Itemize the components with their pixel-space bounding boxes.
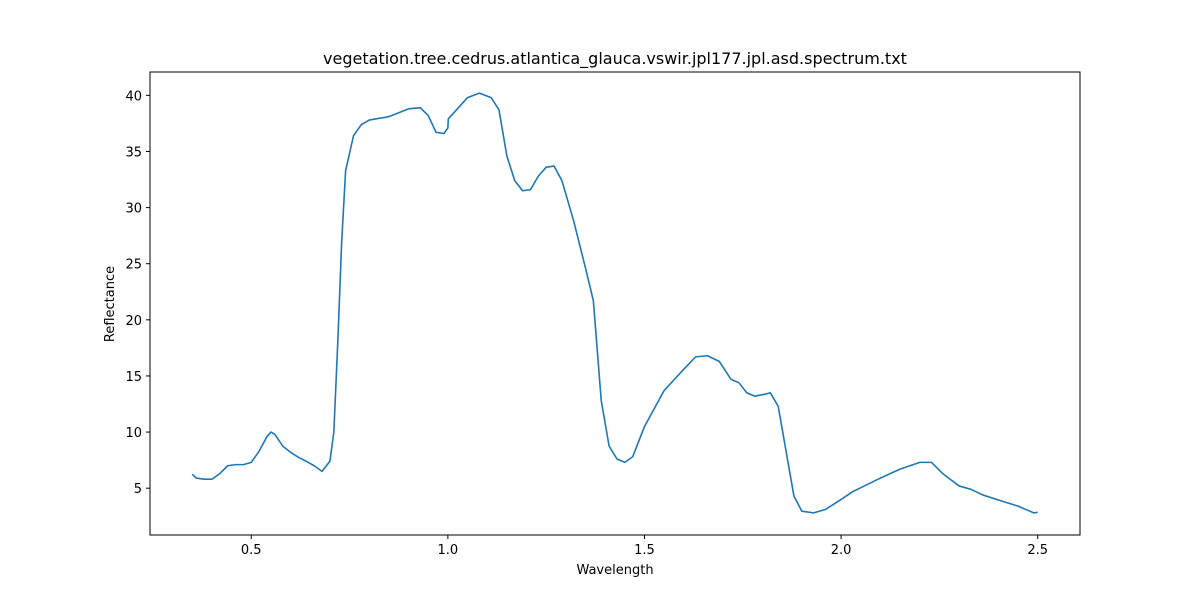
x-tick-label: 0.5 xyxy=(241,543,262,558)
y-axis-label: Reflectance xyxy=(103,266,118,342)
y-tick-label: 35 xyxy=(125,145,142,160)
y-tick-label: 10 xyxy=(125,426,142,441)
x-tick-label: 1.5 xyxy=(634,543,655,558)
chart-title: vegetation.tree.cedrus.atlantica_glauca.… xyxy=(323,49,907,69)
x-tick-label: 2.0 xyxy=(831,543,852,558)
x-axis-label: Wavelength xyxy=(576,563,653,578)
y-tick-label: 40 xyxy=(125,89,142,104)
y-tick-label: 15 xyxy=(125,370,142,385)
x-tick-label: 1.0 xyxy=(438,543,459,558)
y-tick-label: 20 xyxy=(125,314,142,329)
x-tick-label: 2.5 xyxy=(1027,543,1048,558)
y-tick-label: 30 xyxy=(125,202,142,217)
plot-frame xyxy=(149,71,1081,536)
data-line xyxy=(191,92,1038,514)
y-tick-label: 25 xyxy=(125,258,142,273)
y-tick-label: 5 xyxy=(134,482,142,497)
